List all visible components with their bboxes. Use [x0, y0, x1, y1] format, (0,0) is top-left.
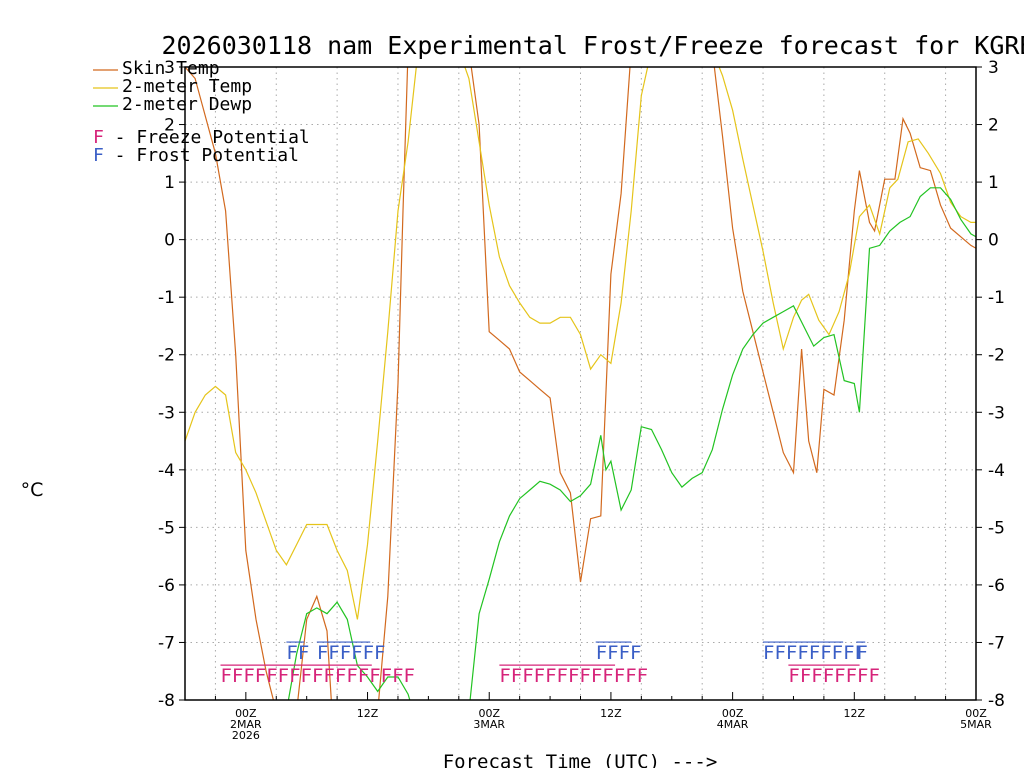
x-tick-label: 00Z	[235, 707, 257, 720]
x-tick-label: 00Z	[478, 707, 500, 720]
grid-lines	[185, 66, 976, 701]
frost-flag-run: F	[856, 642, 867, 664]
y-tick-label-left: -4	[158, 461, 175, 481]
series-line-skin-temp	[185, 67, 976, 700]
freeze-flag-run: FFFFFFFF	[788, 665, 880, 687]
y-tick-label-right: -1	[988, 288, 1005, 308]
legend-flag-label: F - Frost Potential	[93, 145, 299, 166]
y-tick-label-right: -5	[988, 518, 1005, 538]
series-lines	[185, 67, 976, 700]
legend-label: 2-meter Dewp	[122, 94, 252, 115]
y-tick-label-left: -7	[158, 633, 175, 653]
y-tick-label-right: -4	[988, 461, 1005, 481]
y-tick-label-right: -2	[988, 346, 1005, 366]
frost-flag-run: FFFFFF	[317, 642, 386, 664]
x-tick-label: 12Z	[357, 707, 379, 720]
series-line-2-meter-temp	[185, 67, 976, 620]
y-tick-label-right: -3	[988, 403, 1005, 423]
y-tick-label-left: -1	[158, 288, 175, 308]
x-tick-label: 2MAR	[230, 718, 262, 731]
y-tick-label-right: -7	[988, 633, 1005, 653]
legend-label: 2-meter Temp	[122, 76, 252, 97]
y-tick-label-left: 2	[164, 116, 175, 136]
y-tick-label-left: 1	[164, 173, 175, 193]
x-tick-label: 4MAR	[717, 718, 749, 731]
y-tick-label-right: 1	[988, 173, 999, 193]
y-tick-label-right: 2	[988, 116, 999, 136]
y-tick-label-left: -6	[158, 576, 175, 596]
y-tick-label-right: 3	[988, 58, 999, 78]
y-axis-left: 3 2 1 0 -1 -2 -3 -4 -5 -6 -7 -8	[158, 58, 185, 711]
y-tick-label-right: 0	[988, 231, 999, 251]
freeze-flag-run: FFFFFFFFFFFFFFFFF	[220, 665, 414, 687]
x-tick-label: 12Z	[844, 707, 866, 720]
x-tick-label: 5MAR	[960, 718, 992, 731]
frost-flag-run: FFFFFFFFF	[763, 642, 866, 664]
x-tick-label: 2026	[232, 729, 260, 742]
y-axis-right: 3 2 1 0 -1 -2 -3 -4 -5 -6 -7 -8	[976, 58, 1005, 711]
y-tick-label-left: -3	[158, 403, 175, 423]
series-line-2-meter-dewp	[287, 187, 976, 700]
x-tick-label: 3MAR	[473, 718, 505, 731]
legend-flag-label: F - Freeze Potential	[93, 127, 310, 148]
x-tick-label: 00Z	[722, 707, 744, 720]
freeze-flag-run: FFFFFFFFFFFFF	[499, 665, 648, 687]
y-tick-label-left: -2	[158, 346, 175, 366]
y-tick-label-left: -8	[158, 691, 175, 711]
y-tick-label-left: 3	[164, 58, 175, 78]
x-tick-label: 12Z	[600, 707, 622, 720]
y-tick-label-left: 0	[164, 231, 175, 251]
y-tick-label-left: -5	[158, 518, 175, 538]
frost-flag-run: FF	[286, 642, 309, 664]
chart-title: 2026030118 nam Experimental Frost/Freeze…	[162, 31, 1024, 60]
frost-flag-run: FFFF	[596, 642, 642, 664]
x-tick-label: 00Z	[965, 707, 987, 720]
legend-label: Skin Temp	[122, 58, 220, 79]
x-axis-label: Forecast Time (UTC) --->	[443, 751, 718, 768]
y-tick-label-right: -6	[988, 576, 1005, 596]
y-axis-label: °C	[21, 479, 44, 501]
y-tick-label-right: -8	[988, 691, 1005, 711]
